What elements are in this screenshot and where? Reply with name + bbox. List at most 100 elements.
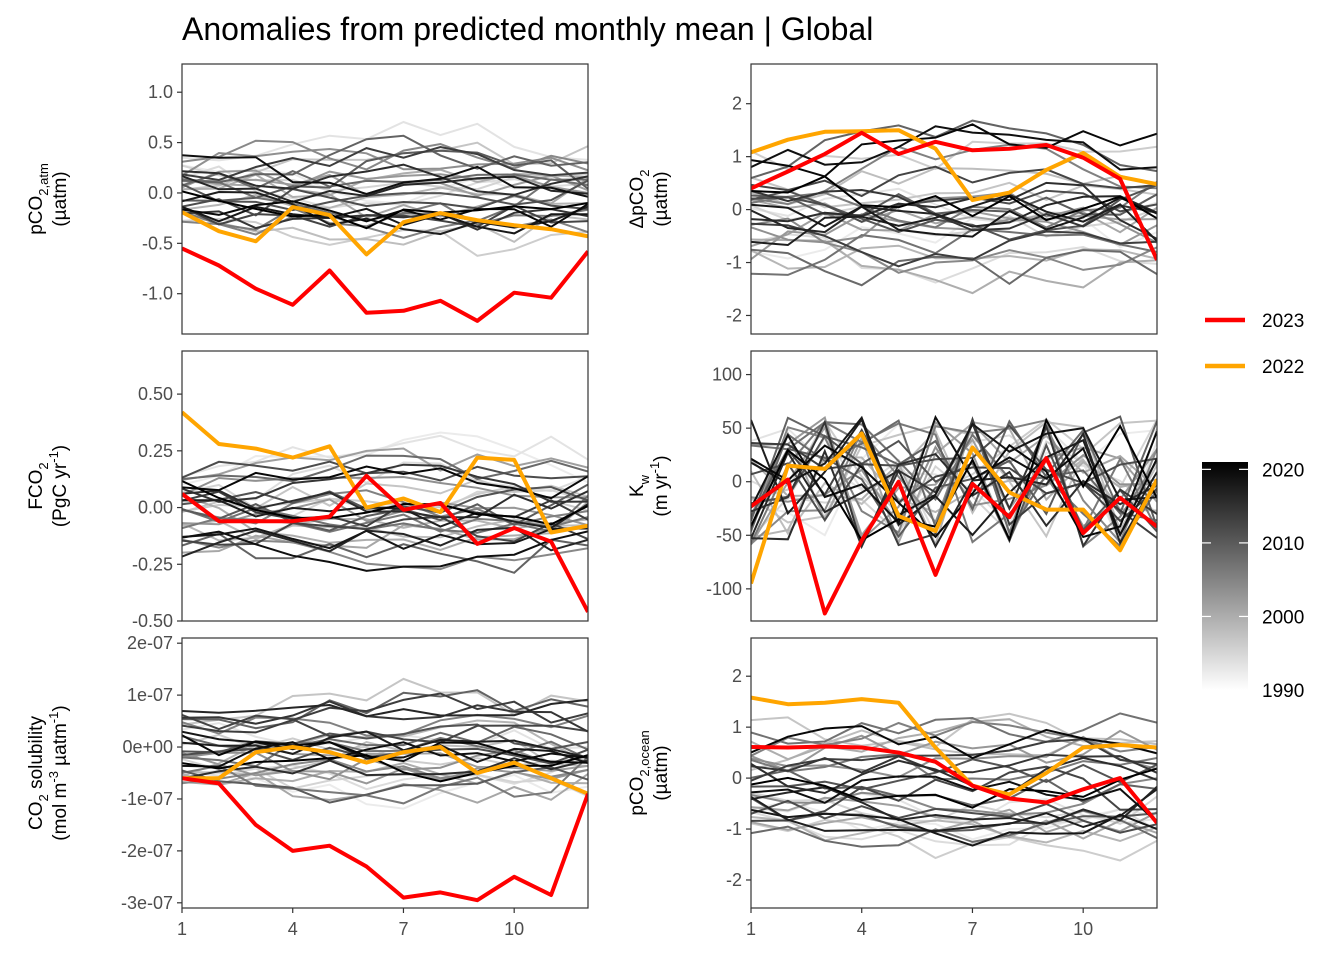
series-line-2023 [182, 473, 588, 613]
y-tick-label: 2 [732, 666, 742, 686]
year-line-2004 [751, 720, 1157, 757]
panel-co2-solubility: 2e-07 1e-07 0e+00 -1e-07 -2e-07 -3e-071 4 7 10 CO… [26, 633, 589, 939]
year-line-1999 [751, 816, 1157, 840]
plot-area [182, 677, 588, 903]
year-line-2016 [751, 786, 1157, 826]
plot-area [182, 120, 588, 323]
series-line-2022 [751, 695, 1157, 797]
y-axis-label: ΔpCO2​(µatm) [627, 170, 672, 229]
y-axis-label-line1: pCO2,ocean​ [627, 730, 652, 815]
year-line-2018 [182, 205, 588, 235]
y-tick-label: -50 [716, 525, 742, 545]
year-line-2017 [182, 730, 588, 759]
year-line-2018 [751, 808, 1157, 847]
series-line-2022 [182, 745, 588, 796]
year-line-2014 [751, 188, 1157, 232]
y-axis-label-line2: (µatm) [50, 171, 71, 226]
y-tick-label: -3e-07 [121, 893, 173, 913]
year-line-2012 [182, 713, 588, 744]
chart-title: Anomalies from predicted monthly mean | … [182, 11, 873, 47]
y-tick-label: 1e-07 [127, 685, 173, 705]
year-line-2019 [182, 741, 588, 768]
year-line-2013 [182, 692, 588, 734]
year-line-2001 [182, 169, 588, 194]
year-line-1990 [182, 769, 588, 810]
series-line-2022 [751, 431, 1157, 585]
series-line-2022 [182, 205, 588, 257]
year-line-2019 [751, 775, 1157, 823]
y-tick-label: 0.25 [138, 441, 173, 461]
y-tick-label: -1 [726, 819, 742, 839]
y-tick-label: -0.25 [132, 554, 173, 574]
year-line-2016 [751, 431, 1157, 549]
year-line-2006 [182, 495, 588, 534]
y-tick-label: 1 [732, 717, 742, 737]
y-axis-label: CO2​ solubility(mol m-3​ µatm-1​) [26, 705, 71, 840]
panel-frame [750, 350, 1158, 622]
year-line-2007 [182, 170, 588, 190]
y-tick-label: 0.5 [148, 133, 173, 153]
y-tick-label: 1 [732, 147, 742, 167]
panel-frame [750, 63, 1158, 335]
y-tick-label: -2 [726, 305, 742, 325]
year-line-2018 [751, 196, 1157, 238]
x-tick-label: 7 [967, 919, 977, 939]
y-axis-label: pCO2,ocean​(µatm) [627, 730, 672, 815]
y-axis-label: pCO2,atm​(µatm) [26, 163, 71, 235]
year-line-2018 [182, 527, 588, 550]
x-tick-label: 1 [746, 919, 756, 939]
year-line-2010 [182, 179, 588, 212]
y-tick-label: 0.50 [138, 384, 173, 404]
year-line-2006 [751, 712, 1157, 745]
year-line-2011 [751, 799, 1157, 834]
year-line-2019 [182, 154, 588, 198]
y-tick-label: -1e-07 [121, 789, 173, 809]
y-tick-label: 2 [732, 94, 742, 114]
year-line-2021 [182, 480, 588, 526]
year-line-2002 [182, 147, 588, 177]
plot-area [751, 119, 1157, 295]
panel-delta-pco2: 2 1 0 -1 -2 ΔpCO2​(µatm) [627, 63, 1158, 335]
legend-label: 2023 [1262, 311, 1304, 332]
year-line-2019 [182, 530, 588, 572]
y-tick-label: 0 [732, 472, 742, 492]
y-axis-label-line1: ΔpCO2​ [627, 170, 652, 229]
panel-grid: 1.00.50.0-0.5-1.0pCO2,atm​(µatm)210-1-2Δ… [26, 63, 1158, 939]
y-axis-label-line1: CO2​ solubility [26, 716, 51, 830]
year-line-2016 [182, 698, 588, 718]
year-line-2001 [751, 415, 1157, 543]
x-tick-label: 4 [857, 919, 867, 939]
panel-frame [181, 350, 589, 622]
y-axis-label: FCO2​(PgC yr-1​) [26, 445, 71, 527]
year-line-2015 [751, 756, 1157, 795]
legend-item-2023: 2023 [1205, 311, 1304, 332]
panel-frame [181, 63, 589, 335]
x-tick-label: 10 [504, 919, 524, 939]
year-line-1996 [751, 167, 1157, 206]
y-tick-label: 0.00 [138, 498, 173, 518]
year-line-2001 [751, 729, 1157, 773]
y-tick-label: -1.0 [142, 284, 173, 304]
legend-item-2022: 2022 [1205, 357, 1304, 378]
y-tick-label: 0 [732, 768, 742, 788]
year-line-2013 [182, 145, 588, 182]
year-line-2015 [751, 181, 1157, 240]
legend: 2023 2022 2020 2010 2000 1990 [1202, 311, 1304, 702]
y-axis-label-line1: Kw​ [627, 474, 652, 497]
colorbar-label: 2020 [1262, 460, 1304, 481]
year-line-2015 [182, 489, 588, 519]
year-line-2006 [751, 228, 1157, 276]
year-line-2020 [751, 123, 1157, 178]
year-line-2002 [182, 475, 588, 499]
panel-kw: 100 50 0 -50 -100 Kw​(m yr-1​) [627, 350, 1158, 622]
year-line-2020 [751, 431, 1157, 539]
colorbar: 2020 2010 2000 1990 [1202, 460, 1304, 702]
y-tick-label: 50 [722, 418, 742, 438]
year-line-2008 [182, 532, 588, 574]
y-tick-label: -100 [706, 579, 742, 599]
y-tick-label: 0e+00 [122, 737, 173, 757]
year-line-2015 [182, 163, 588, 196]
year-line-2003 [751, 217, 1157, 274]
plot-area [751, 414, 1157, 616]
